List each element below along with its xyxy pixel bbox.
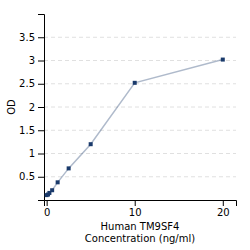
y-axis: 0.5 1 1.5 2 2.5 3 3.5 (19, 15, 44, 201)
y-tick-label: 3.5 (19, 32, 35, 43)
y-tick: 3.5 (19, 32, 44, 43)
y-tick-mark (38, 61, 44, 62)
y-tick-label: 0.5 (19, 171, 35, 182)
point (133, 81, 137, 85)
grid-line (44, 60, 236, 61)
point (221, 58, 225, 62)
y-tick-label: 1.5 (19, 125, 35, 136)
point (89, 142, 93, 146)
x-tick-mark (223, 200, 224, 206)
x-tick-mark (135, 200, 136, 206)
grid-line (44, 107, 236, 108)
y-axis-line (38, 15, 45, 201)
grid-line (44, 130, 236, 131)
point (56, 180, 60, 184)
y-tick: 2 (29, 102, 44, 113)
x-tick-label: 0 (44, 207, 50, 218)
x-axis: 0 10 20 (44, 200, 237, 218)
line (47, 60, 223, 196)
x-tick-label: 20 (217, 207, 230, 218)
x-tick: 10 (129, 200, 142, 218)
y-axis-title: OD (6, 99, 17, 115)
y-tick-label: 1 (29, 148, 35, 159)
x-tick-mark (47, 200, 48, 206)
marks (45, 58, 225, 198)
x-tick: 0 (44, 200, 50, 218)
y-tick: 1.5 (19, 125, 44, 136)
y-tick-mark (38, 107, 44, 108)
y-tick-mark (38, 84, 44, 85)
grid-line (44, 37, 236, 38)
y-tick: 0.5 (19, 171, 44, 182)
x-tick-label: 10 (129, 207, 142, 218)
grid-line (44, 176, 236, 177)
x-tick: 20 (217, 200, 230, 218)
x-axis-title: Human TM9SF4Concentration (ng/ml) (85, 221, 195, 244)
y-tick-mark (38, 37, 44, 38)
y-tick: 1 (29, 148, 44, 159)
grid (44, 37, 236, 177)
grid-line (44, 83, 236, 84)
y-tick: 2.5 (19, 78, 44, 89)
chart: 0 10 20 0.5 1 1.5 2 2.5 3 3.5 Human TM9SF4Concentr… (0, 0, 250, 250)
y-tick: 3 (29, 55, 44, 66)
point (50, 188, 54, 192)
y-tick-label: 2.5 (19, 78, 35, 89)
plot-area: 0 10 20 0.5 1 1.5 2 2.5 3 3.5 (19, 15, 236, 219)
point (67, 166, 71, 170)
grid-line (44, 153, 236, 154)
y-tick-mark (38, 177, 44, 178)
y-tick-mark (38, 130, 44, 131)
x-axis-line (45, 201, 237, 207)
y-tick-label: 3 (29, 55, 35, 66)
y-tick-mark (38, 154, 44, 155)
y-tick-label: 2 (29, 102, 35, 113)
